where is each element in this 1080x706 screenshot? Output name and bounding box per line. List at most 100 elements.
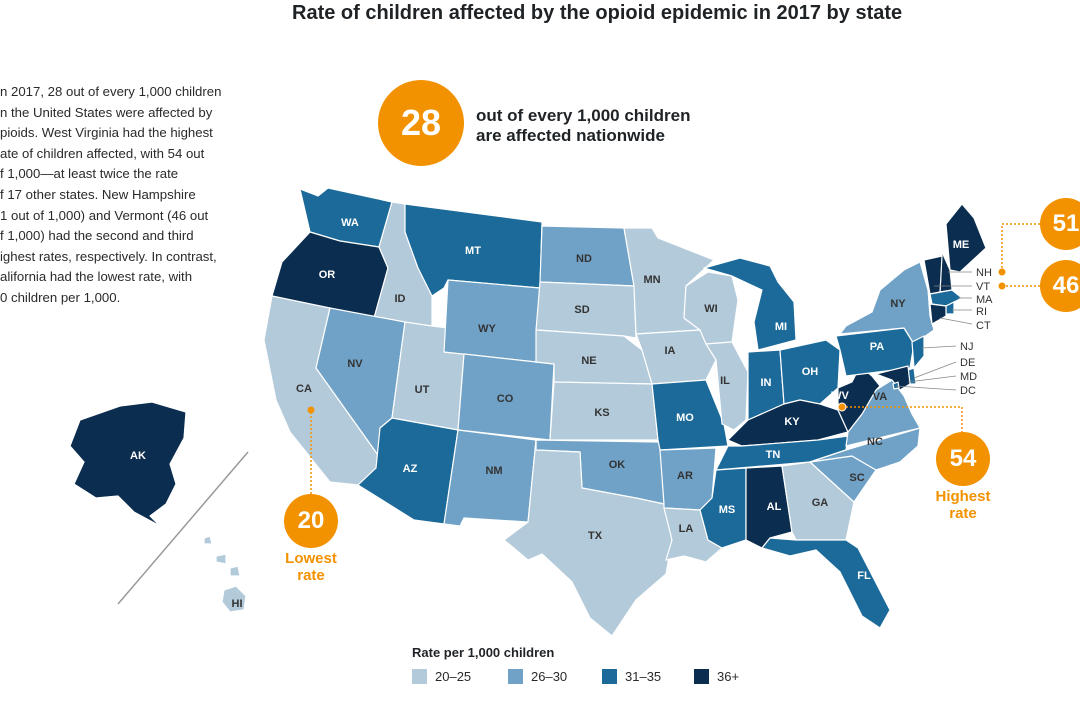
state-label-WI: WI	[704, 303, 717, 315]
state-label-DC: DC	[960, 385, 976, 397]
state-label-AZ: AZ	[403, 463, 418, 475]
state-label-NY: NY	[890, 298, 906, 310]
highest-rate-label: Highest rate	[918, 488, 1008, 522]
legend-title: Rate per 1,000 children	[412, 645, 555, 660]
state-label-NE: NE	[581, 355, 596, 367]
state-ME[interactable]	[945, 203, 987, 273]
state-label-WY: WY	[478, 323, 496, 335]
national-rate-description: out of every 1,000 children are affected…	[476, 106, 690, 146]
state-MI[interactable]	[703, 257, 797, 351]
state-label-NV: NV	[347, 358, 363, 370]
state-label-NM: NM	[485, 465, 502, 477]
intro-line: 0 children per 1,000.	[0, 289, 121, 305]
state-FL[interactable]	[761, 537, 891, 629]
state-label-TX: TX	[588, 530, 603, 542]
national-rate-circle: 28	[378, 80, 464, 166]
state-label-OK: OK	[609, 459, 626, 471]
state-WY[interactable]	[443, 279, 541, 363]
state-label-KY: KY	[784, 416, 800, 428]
legend: Rate per 1,000 children 20–25 26–30 31–3…	[412, 645, 772, 695]
intro-line: 1 out of 1,000) and Vermont (46 out	[0, 207, 209, 223]
state-label-NC: NC	[867, 436, 883, 448]
intro-line: f 17 other states. New Hampshire	[0, 186, 196, 202]
state-label-WV: WV	[831, 390, 849, 402]
legend-item: 26–30	[508, 668, 567, 684]
state-label-TN: TN	[766, 449, 781, 461]
lowest-rate-line-1: Lowest	[285, 550, 337, 567]
state-label-SC: SC	[849, 472, 864, 484]
state-label-RI: RI	[976, 306, 987, 318]
national-rate-callout: 28 out of every 1,000 children are affec…	[378, 80, 798, 166]
states-layer	[69, 187, 987, 637]
state-label-MA: MA	[976, 294, 993, 306]
intro-line: ate of children affected, with 54 out	[0, 145, 205, 161]
state-HI[interactable]	[221, 585, 247, 613]
legend-swatch	[412, 668, 427, 684]
state-label-DE: DE	[960, 357, 975, 369]
legend-item: 31–35	[602, 668, 661, 684]
legend-swatch	[602, 668, 617, 684]
highest-rate-line-2: rate	[949, 505, 977, 522]
state-SD[interactable]	[535, 281, 637, 339]
northeast-labels	[895, 271, 973, 391]
ca-rate-circle: 20	[284, 494, 338, 548]
legend-item: 36+	[694, 668, 739, 684]
state-label-ID: ID	[395, 293, 406, 305]
legend-label: 36+	[717, 668, 740, 684]
vt-rate-circle: 46	[1040, 260, 1080, 312]
state-HI-islands	[203, 535, 241, 577]
state-AK[interactable]	[69, 401, 187, 527]
state-label-ND: ND	[576, 253, 592, 265]
legend-label: 26–30	[531, 668, 568, 684]
state-label-CA: CA	[296, 383, 312, 395]
state-label-MI: MI	[775, 321, 787, 333]
intro-line: ighest rates, respectively. In contrast,	[0, 248, 217, 264]
state-label-HI: HI	[232, 598, 243, 610]
state-label-VT: VT	[976, 281, 990, 293]
state-labels: WA OR CA ID NV UT AZ MT WY CO NM ND SD N…	[130, 217, 969, 610]
state-label-IA: IA	[665, 345, 676, 357]
state-NY[interactable]	[839, 261, 935, 345]
highest-rate-line-1: Highest	[935, 488, 991, 505]
state-label-NJ: NJ	[960, 341, 973, 353]
state-label-KS: KS	[594, 407, 609, 419]
national-rate-line-2: are affected nationwide	[476, 126, 665, 145]
state-label-UT: UT	[415, 384, 430, 396]
state-NJ[interactable]	[911, 335, 925, 369]
state-label-NH: NH	[976, 267, 992, 279]
state-label-CO: CO	[497, 393, 514, 405]
state-label-OH: OH	[802, 366, 819, 378]
legend-swatch	[508, 668, 523, 684]
legend-label: 20–25	[435, 668, 472, 684]
state-label-OR: OR	[319, 269, 336, 281]
northeast-label-text: NH VT MA RI CT NJ DE MD DC	[960, 267, 993, 397]
state-label-MT: MT	[465, 245, 481, 257]
state-label-ME: ME	[953, 239, 970, 251]
nh-rate-circle: 51	[1040, 198, 1080, 250]
national-rate-line-1: out of every 1,000 children	[476, 106, 691, 125]
state-label-AR: AR	[677, 470, 693, 482]
state-label-LA: LA	[679, 523, 694, 535]
state-CT[interactable]	[929, 303, 947, 325]
callout-dots	[307, 268, 1006, 414]
intro-line: alifornia had the lowest rate, with	[0, 269, 193, 285]
state-IL[interactable]	[705, 341, 749, 431]
state-DC[interactable]	[892, 381, 900, 390]
state-NC[interactable]	[809, 427, 921, 471]
state-label-IL: IL	[720, 375, 730, 387]
state-label-AK: AK	[130, 450, 146, 462]
state-label-CT: CT	[976, 320, 991, 332]
state-TX[interactable]	[503, 439, 673, 637]
intro-line: n 2017, 28 out of every 1,000 children	[0, 84, 222, 99]
state-label-FL: FL	[857, 570, 871, 582]
intro-line: f 1,000—at least twice the rate	[0, 166, 179, 182]
state-label-GA: GA	[812, 497, 829, 509]
lowest-rate-label: Lowest rate	[266, 550, 356, 584]
state-label-IN: IN	[761, 377, 772, 389]
state-label-MS: MS	[719, 504, 736, 516]
state-NM[interactable]	[443, 429, 537, 527]
legend-label: 31–35	[625, 668, 662, 684]
state-label-PA: PA	[870, 341, 885, 353]
state-label-MO: MO	[676, 412, 694, 424]
